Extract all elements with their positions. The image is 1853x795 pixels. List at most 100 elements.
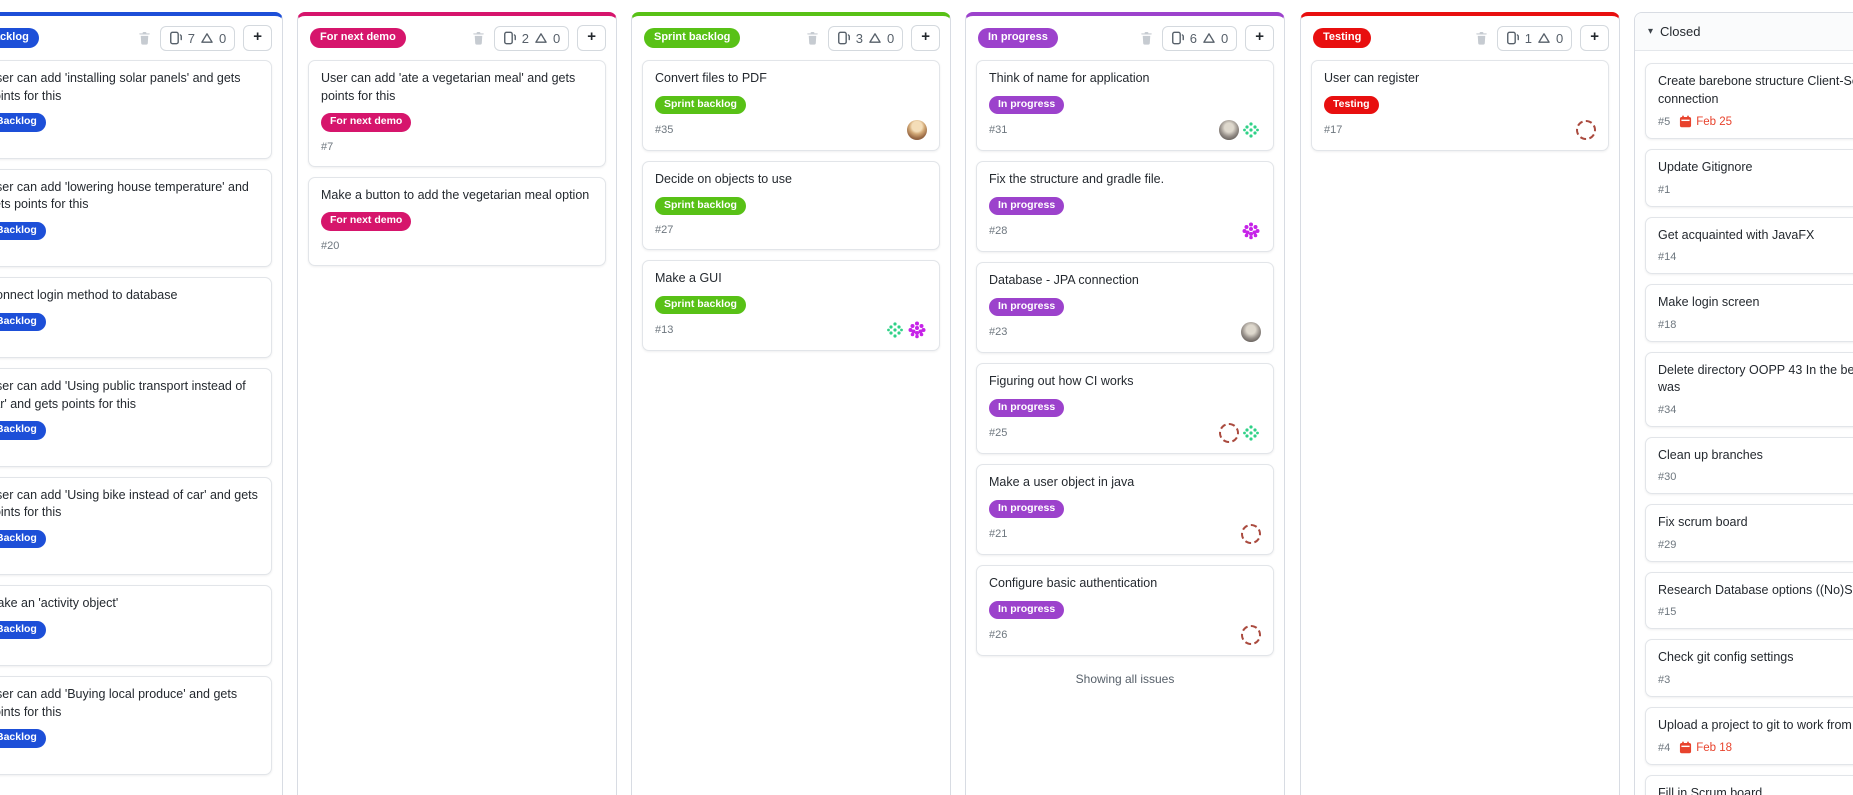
column-header: Testing 1 0 +: [1301, 16, 1619, 58]
issue-number: #17: [1324, 124, 1343, 137]
card-label: For next demo: [321, 212, 412, 231]
card-label: Backlog: [0, 620, 46, 640]
card[interactable]: Database - JPA connection In progress #2…: [976, 262, 1274, 354]
card[interactable]: Make a GUI Sprint backlog #13: [642, 260, 940, 352]
column-header: For next demo 2 0 +: [298, 16, 616, 58]
card[interactable]: Clean up branches #30: [1645, 436, 1853, 494]
card[interactable]: Make a user object in java In progress #…: [976, 464, 1274, 556]
add-card-button[interactable]: +: [1580, 25, 1609, 51]
alerts-count-icon: [535, 33, 547, 43]
card-title: Get acquainted with JavaFX: [1658, 227, 1815, 242]
card-label: Backlog: [0, 421, 46, 440]
issue-number: #20: [321, 239, 340, 252]
card-title: Delete directory OOPP 43 In the beginnin…: [1658, 362, 1853, 395]
card-label: In progress: [989, 499, 1065, 519]
card-title: Make an 'activity object': [0, 596, 119, 611]
add-card-button[interactable]: +: [243, 25, 272, 51]
card[interactable]: Connect login method to database Backlog: [0, 277, 272, 359]
card[interactable]: User can add 'Buying local produce' and …: [0, 676, 272, 775]
card[interactable]: Figuring out how CI works In progress #2…: [976, 363, 1274, 455]
issue-number: #7: [321, 140, 334, 153]
card[interactable]: Convert files to PDF Sprint backlog #35: [642, 60, 940, 152]
card[interactable]: Get acquainted with JavaFX #14: [1645, 216, 1853, 274]
card[interactable]: Fix scrum board #29: [1645, 504, 1853, 562]
card[interactable]: Fix the structure and gradle file. In pr…: [976, 161, 1274, 253]
trash-icon[interactable]: [471, 31, 486, 46]
issue-number: #21: [989, 528, 1008, 541]
card-label: Backlog: [0, 312, 46, 332]
card[interactable]: Fill in Scrum board: [1645, 775, 1853, 795]
card[interactable]: Make login screen #18: [1645, 284, 1853, 342]
issue-number: #5: [1658, 115, 1671, 128]
issue-number: #34: [1658, 403, 1677, 416]
column-header: Sprint backlog 3 0 +: [632, 16, 950, 58]
card-title: Check git config settings: [1658, 650, 1794, 664]
card[interactable]: User can add 'Using public transport ins…: [0, 368, 272, 467]
trash-icon[interactable]: [1139, 31, 1154, 46]
identicon-red-avatar: [1576, 120, 1596, 141]
alerts-count: 0: [219, 30, 227, 46]
card[interactable]: Research Database options ((No)SQL?) #15: [1645, 571, 1853, 629]
photo-avatar: [1219, 120, 1239, 141]
card-title: Make login screen: [1658, 295, 1760, 309]
card-label: In progress: [989, 196, 1065, 216]
column-counters: 3 0: [827, 25, 904, 51]
card[interactable]: User can add 'installing solar panels' a…: [0, 60, 272, 159]
closed-column-toggle[interactable]: ▾ Closed: [1635, 13, 1853, 51]
add-card-button[interactable]: +: [577, 25, 606, 51]
issue-number: #14: [1658, 251, 1677, 263]
issue-number: #25: [989, 427, 1008, 440]
card-label: Testing: [1324, 95, 1379, 115]
cards-count-icon: [837, 31, 850, 45]
card-label: Sprint backlog: [655, 196, 746, 216]
card-label: In progress: [989, 600, 1065, 620]
add-card-button[interactable]: +: [911, 25, 940, 51]
issue-number: #23: [989, 326, 1008, 339]
card[interactable]: Make a button to add the vegetarian meal…: [308, 176, 606, 266]
identicon-magenta-avatar: [1241, 221, 1261, 242]
card[interactable]: Create barebone structure Client-Server …: [1645, 63, 1853, 139]
card[interactable]: Make an 'activity object' Backlog: [0, 585, 272, 667]
card-title: Make a user object in java: [989, 475, 1135, 490]
alerts-count: 0: [553, 30, 561, 46]
card[interactable]: User can register Testing #17: [1311, 60, 1609, 152]
alerts-count: 0: [887, 30, 895, 46]
card-title: Fix the structure and gradle file.: [989, 172, 1165, 187]
alerts-count: 0: [1556, 30, 1564, 46]
alerts-count-icon: [1538, 33, 1550, 43]
card[interactable]: Delete directory OOPP 43 In the beginnin…: [1645, 351, 1853, 427]
card-title: Update Gitignore: [1658, 160, 1753, 174]
card[interactable]: Update Gitignore #1: [1645, 149, 1853, 207]
card-list: Think of name for application In progres…: [966, 58, 1284, 686]
column-for-next-demo: For next demo 2 0 + User can add 'ate a …: [297, 12, 617, 795]
issue-number: #28: [989, 225, 1008, 238]
add-card-button[interactable]: +: [1245, 25, 1274, 51]
column-counters: 2 0: [493, 25, 570, 51]
alerts-count: 0: [1221, 30, 1229, 46]
card[interactable]: Upload a project to git to work from #4 …: [1645, 706, 1853, 765]
card-title: Convert files to PDF: [655, 71, 767, 85]
card[interactable]: Check git config settings #3: [1645, 639, 1853, 697]
card-label: In progress: [989, 95, 1065, 115]
trash-icon[interactable]: [137, 31, 152, 46]
trash-icon[interactable]: [805, 31, 820, 46]
cards-count-icon: [503, 31, 516, 45]
card-title: Create barebone structure Client-Server …: [1658, 74, 1853, 106]
card[interactable]: Decide on objects to use Sprint backlog …: [642, 161, 940, 251]
card-label: In progress: [989, 297, 1065, 317]
card-label: In progress: [989, 398, 1065, 418]
card[interactable]: User can add 'ate a vegetarian meal' and…: [308, 60, 606, 167]
card[interactable]: Think of name for application In progres…: [976, 60, 1274, 152]
column-testing: Testing 1 0 + User can register Testing …: [1300, 12, 1620, 795]
cards-count: 6: [1189, 30, 1197, 46]
trash-icon[interactable]: [1474, 31, 1489, 46]
card[interactable]: User can add 'lowering house temperature…: [0, 168, 272, 268]
card[interactable]: Configure basic authentication In progre…: [976, 565, 1274, 657]
identicon-red-avatar: [1219, 423, 1239, 444]
identicon-red-avatar: [1241, 625, 1261, 646]
card-title: Think of name for application: [989, 71, 1150, 85]
card[interactable]: User can add 'Using bike instead of car'…: [0, 476, 272, 576]
issue-number: #31: [989, 124, 1008, 137]
card-list: Convert files to PDF Sprint backlog #35 …: [632, 58, 950, 352]
